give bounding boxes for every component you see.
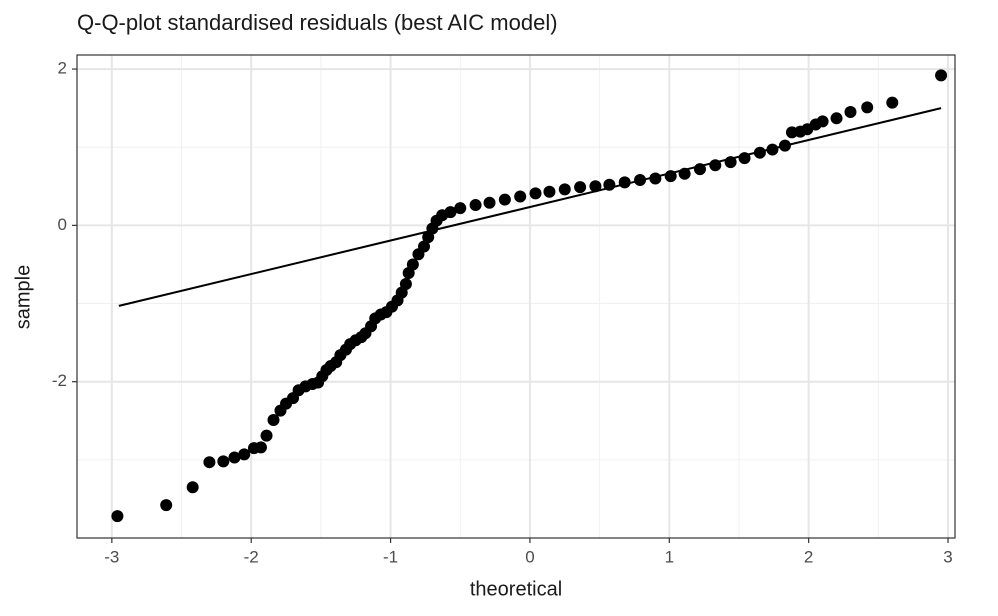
point (844, 106, 857, 119)
point (935, 69, 948, 82)
x-tick-label: -3 (104, 547, 119, 566)
point (618, 176, 631, 189)
y-tick-label: 0 (58, 215, 67, 234)
point (861, 101, 874, 114)
x-axis-title: theoretical (470, 578, 562, 600)
reference-line (118, 107, 942, 307)
y-tick-label: -2 (52, 371, 67, 390)
point (816, 115, 829, 128)
point (724, 156, 737, 169)
point (738, 152, 751, 165)
point (830, 112, 843, 125)
point (514, 190, 527, 203)
point (203, 456, 216, 469)
point (217, 455, 230, 468)
point (543, 185, 556, 198)
x-tick-label: 0 (525, 547, 534, 566)
panel-border (76, 54, 956, 539)
point (678, 167, 691, 180)
point (886, 96, 899, 109)
point (766, 143, 779, 156)
x-tick-label: 2 (804, 547, 813, 566)
point (483, 196, 496, 209)
point (260, 429, 273, 442)
point (418, 240, 431, 253)
point (529, 187, 542, 200)
point (399, 277, 412, 290)
point (111, 510, 124, 523)
point (160, 499, 173, 512)
point (709, 159, 722, 172)
point (498, 193, 511, 206)
chart-title: Q-Q-plot standardised residuals (best AI… (77, 10, 558, 35)
point (558, 183, 571, 196)
x-tick-label: 3 (943, 547, 952, 566)
point (649, 172, 662, 185)
y-tick-label: 2 (58, 59, 67, 78)
point (444, 206, 457, 219)
point (603, 178, 616, 191)
point (589, 180, 602, 193)
x-tick-label: -1 (383, 547, 398, 566)
point (778, 139, 791, 152)
point (634, 174, 647, 187)
point (753, 146, 766, 159)
point (693, 163, 706, 176)
x-tick-label: 1 (665, 547, 674, 566)
point (664, 170, 677, 183)
point (469, 199, 482, 212)
point (238, 448, 251, 461)
x-tick-label: -2 (244, 547, 259, 566)
point (454, 202, 467, 215)
point (186, 481, 199, 494)
point (267, 413, 280, 426)
point (574, 181, 587, 194)
y-axis-title: sample (12, 265, 34, 329)
point (406, 258, 419, 271)
point (228, 451, 241, 464)
point (254, 441, 267, 454)
